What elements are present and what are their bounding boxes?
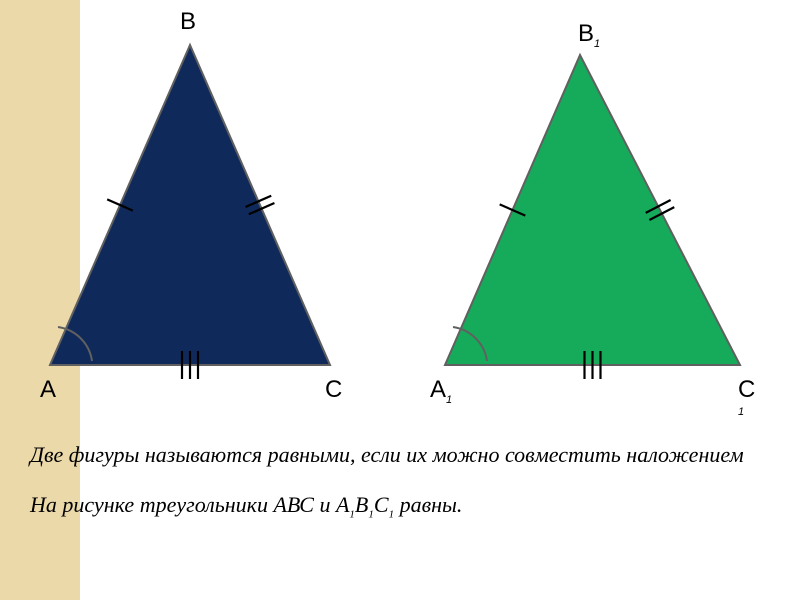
- vertex-label-a1: А1: [430, 376, 452, 406]
- triangle-abc: [50, 45, 330, 365]
- vertex-label-a: А: [40, 376, 56, 404]
- caption-line-2: На рисунке треугольники АВС и А1В1С1 рав…: [30, 490, 770, 522]
- triangle-a1b1c1: [445, 55, 740, 365]
- vertex-label-b: В: [180, 8, 196, 36]
- vertex-label-c1: С1: [738, 376, 755, 418]
- caption-line-1: Две фигуры называются равными, если их м…: [30, 440, 770, 470]
- vertex-label-b1: В1: [578, 20, 600, 50]
- caption-text: Две фигуры называются равными, если их м…: [30, 440, 770, 522]
- vertex-label-c: С: [325, 376, 342, 404]
